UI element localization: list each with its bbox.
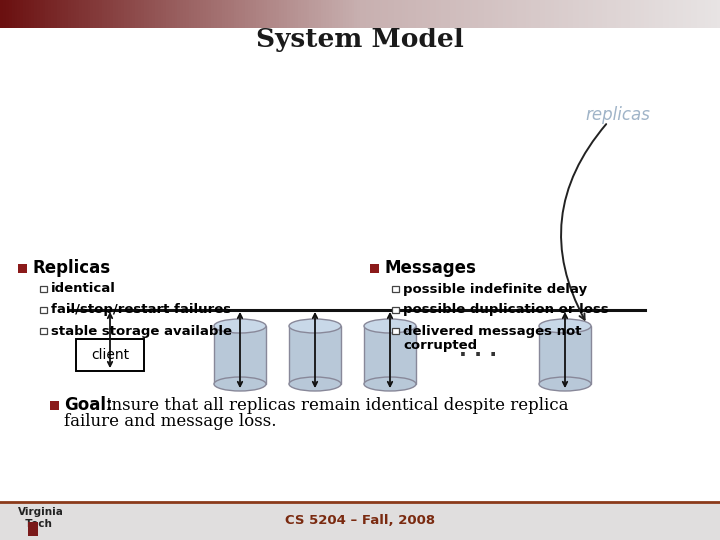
Ellipse shape <box>214 319 266 333</box>
Ellipse shape <box>364 319 416 333</box>
Text: delivered messages not: delivered messages not <box>403 325 582 338</box>
Bar <box>392 328 398 334</box>
Bar <box>14 0 26 14</box>
Bar <box>214 326 266 384</box>
Bar <box>289 326 341 384</box>
Ellipse shape <box>289 377 341 391</box>
Bar <box>392 307 398 313</box>
Text: Tech: Tech <box>18 519 52 529</box>
Text: CS 5204 – Fall, 2008: CS 5204 – Fall, 2008 <box>285 515 435 528</box>
Text: client: client <box>91 348 129 362</box>
Text: Messages: Messages <box>384 259 476 277</box>
Bar <box>392 286 398 292</box>
Ellipse shape <box>364 377 416 391</box>
Ellipse shape <box>214 377 266 391</box>
Bar <box>50 401 59 409</box>
Text: identical: identical <box>51 282 116 295</box>
Text: corrupted: corrupted <box>403 339 477 352</box>
Bar <box>18 264 27 273</box>
Bar <box>40 328 47 334</box>
Bar <box>28 522 38 536</box>
Bar <box>40 307 47 313</box>
Ellipse shape <box>289 319 341 333</box>
Text: Goal:: Goal: <box>64 396 112 414</box>
Text: Virginia: Virginia <box>18 507 64 517</box>
Bar <box>364 326 416 384</box>
Text: possible duplication or loss: possible duplication or loss <box>403 303 608 316</box>
Text: . . .: . . . <box>459 340 497 360</box>
Bar <box>370 264 379 273</box>
Bar <box>40 286 47 292</box>
Ellipse shape <box>539 377 591 391</box>
Text: Paxos: Paxos <box>649 6 700 22</box>
Text: failure and message loss.: failure and message loss. <box>64 414 276 430</box>
Bar <box>0 502 720 540</box>
Text: stable storage available: stable storage available <box>51 325 232 338</box>
Ellipse shape <box>539 319 591 333</box>
Text: possible indefinite delay: possible indefinite delay <box>403 282 587 295</box>
Bar <box>76 339 144 371</box>
Bar <box>0 0 14 14</box>
Bar <box>539 326 591 384</box>
Text: System Model: System Model <box>256 28 464 52</box>
Text: Replicas: Replicas <box>32 259 110 277</box>
Text: replicas: replicas <box>585 106 650 124</box>
Bar <box>0 14 14 28</box>
Text: insure that all replicas remain identical despite replica: insure that all replicas remain identica… <box>101 396 569 414</box>
Text: fail/stop/restart failures: fail/stop/restart failures <box>51 303 231 316</box>
